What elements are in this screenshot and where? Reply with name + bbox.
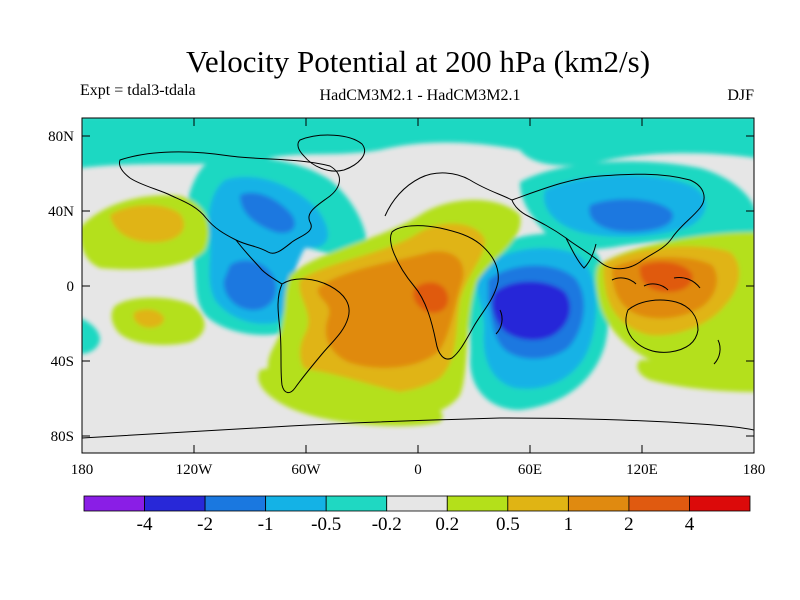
coast-africa <box>390 225 499 360</box>
experiment-label: Expt = tdal3-tdala <box>80 82 196 99</box>
colorbar-label: 1 <box>564 514 574 535</box>
colorbar-swatch <box>507 495 569 512</box>
coast-north-america <box>119 151 340 254</box>
colorbar-label: 0.5 <box>496 514 520 535</box>
colorbar-swatch <box>567 495 630 512</box>
colorbar-label: 2 <box>624 514 634 535</box>
australia-positive-region <box>637 360 754 392</box>
longitude-ticks <box>81 118 755 453</box>
colorbar-label: 0.2 <box>435 514 459 535</box>
colorbar-label: -1 <box>258 514 274 535</box>
coast-maritime-islands <box>611 277 701 291</box>
colorbar-swatch <box>325 495 388 512</box>
lat-label-80s: 80S <box>51 429 74 445</box>
npacific-positive-region-2 <box>110 205 184 243</box>
coastlines <box>82 134 754 439</box>
colorbar-swatch <box>83 495 145 512</box>
coast-new-zealand <box>713 339 721 365</box>
colorbar-swatch <box>204 495 267 512</box>
model-label: HadCM3M2.1 - HadCM3M2.1 <box>319 87 521 104</box>
lat-label-40s: 40S <box>51 354 74 370</box>
maritime-positive-region-4 <box>639 261 693 292</box>
lon-label-180w: 180 <box>71 462 94 478</box>
coast-central-america <box>235 239 283 285</box>
lon-label-120w: 120W <box>176 462 214 478</box>
lon-label-60w: 60W <box>291 462 321 478</box>
colorbar-swatch <box>446 495 509 512</box>
coast-asia <box>511 173 705 270</box>
colorbar-swatch <box>265 495 327 512</box>
colorbar-swatch <box>144 495 206 512</box>
coast-europe <box>384 172 513 217</box>
southern-positive-region <box>258 367 443 427</box>
coast-antarctica <box>82 417 754 439</box>
coast-australia <box>625 299 699 353</box>
atlantic-positive-region-4 <box>413 282 449 313</box>
coast-india <box>565 237 597 269</box>
namerica-negative-region-4 <box>240 192 295 234</box>
lon-label-120e: 120E <box>626 462 658 478</box>
lon-label-60e: 60E <box>518 462 542 478</box>
latitude-ticks <box>82 135 754 437</box>
arctic-negative-region <box>82 118 754 168</box>
coast-madagascar <box>495 309 503 335</box>
namerica-negative-region-3 <box>223 260 277 311</box>
colorbar-label: -0.2 <box>372 514 402 535</box>
lat-label-40n: 40N <box>48 204 74 220</box>
colorbar: -4 -2 -1 -0.5 -0.2 0.2 0.5 1 2 4 <box>83 495 751 535</box>
spacific-positive-region-2 <box>133 309 164 328</box>
coast-south-america <box>277 278 350 393</box>
wpacific-negative-region <box>82 318 100 354</box>
colorbar-label: -2 <box>197 514 213 535</box>
colorbar-label: 4 <box>685 514 695 535</box>
lat-label-0: 0 <box>67 279 75 295</box>
colorbar-label: -4 <box>137 514 153 535</box>
lon-label-180e: 180 <box>743 462 766 478</box>
map-title: Velocity Potential at 200 hPa (km2/s) <box>185 44 651 79</box>
atlantic-positive-region-3 <box>317 251 464 368</box>
colorbar-swatch <box>386 495 448 512</box>
indian-negative-region-4 <box>492 281 571 341</box>
colorbar-label: -0.5 <box>311 514 341 535</box>
season-label: DJF <box>727 87 754 104</box>
lon-label-0: 0 <box>414 462 422 478</box>
lat-label-80n: 80N <box>48 129 74 145</box>
asia-negative-region-3 <box>589 199 673 232</box>
coast-greenland <box>297 134 366 172</box>
colorbar-swatch <box>689 495 751 512</box>
colorbar-swatch <box>628 495 690 512</box>
